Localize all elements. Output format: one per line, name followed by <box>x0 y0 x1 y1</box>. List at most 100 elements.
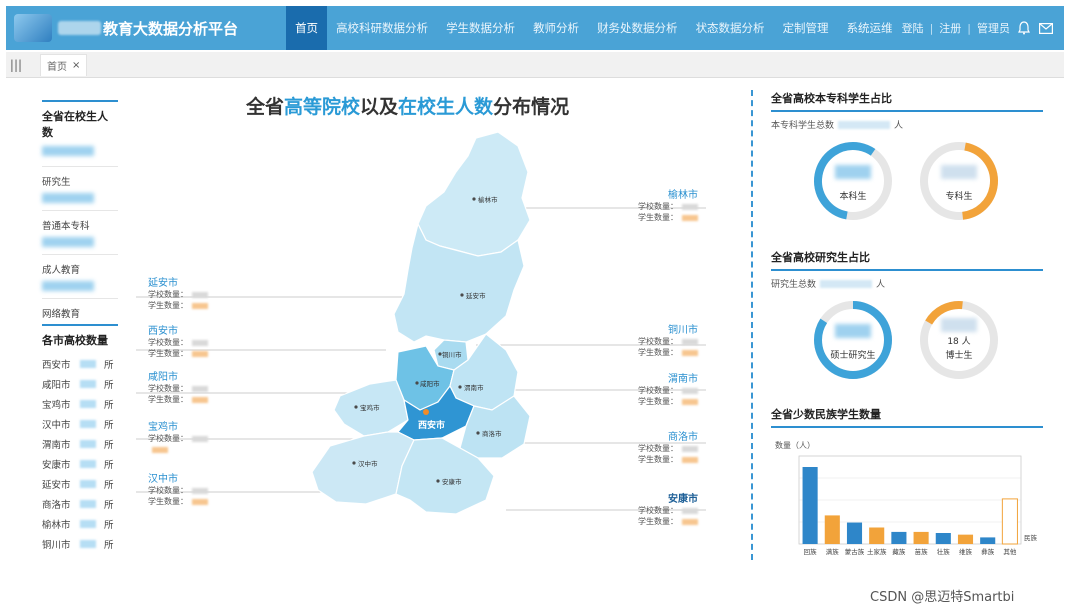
bar-维族 <box>957 534 974 544</box>
grad-ratio-title: 全省高校研究生占比 <box>771 249 1043 271</box>
callout-yanan: 延安市 学校数量： 学生数量： <box>148 278 208 311</box>
region-yanan <box>393 222 525 343</box>
donut-value-blurred <box>941 165 977 179</box>
callout-shangluo: 商洛市 学校数量： 学生数量： <box>638 432 698 464</box>
nav-home[interactable]: 首页 <box>286 6 328 50</box>
nav-research[interactable]: 高校科研数据分析 <box>336 21 429 35</box>
register-link[interactable]: 注册 <box>939 22 962 35</box>
nav-status[interactable]: 状态数据分析 <box>695 21 765 35</box>
donut-value-blurred <box>835 324 871 338</box>
x-tick-label: 回族 <box>804 547 818 556</box>
csdn-watermark: CSDN @思迈特Smartbi <box>870 590 1015 605</box>
x-tick-label: 苗族 <box>915 547 929 556</box>
metric-value <box>42 237 94 247</box>
x-tick-label: 蒙古族 <box>845 547 865 556</box>
metric-undergrad: 普通本专科 <box>42 210 118 254</box>
tab-home[interactable]: 首页 × <box>40 53 88 76</box>
close-icon[interactable]: × <box>72 59 81 71</box>
grad-donuts: 硕士研究生 18 人 博士生 <box>811 298 1043 382</box>
platform-logo <box>14 14 52 42</box>
bar-苗族 <box>913 531 929 544</box>
separator: | <box>967 21 971 35</box>
callout-yulin: 榆林市 学校数量： 学生数量： <box>638 190 698 222</box>
metric-label: 网络教育 <box>42 309 81 320</box>
region-label-xian: 西安市 <box>418 419 445 431</box>
region-label-yanan: 延安市 <box>466 291 486 300</box>
city-markers <box>352 197 480 483</box>
metric-adult: 成人教育 <box>42 254 118 298</box>
right-panel: 全省高校本专科学生占比 本专科学生总数人 本科生 <box>771 90 1043 563</box>
y-axis-label: 数量（人） <box>775 440 815 450</box>
x-tick-label: 维族 <box>959 547 973 556</box>
metric-label: 普通本专科 <box>42 221 90 232</box>
donut-label: 硕士研究生 <box>830 351 876 361</box>
province-map: 榆林市 延安市 铜川市 咸阳市 渭南市 宝鸡市 商洛市 汉中市 安康市 西安市 <box>136 131 706 515</box>
nav-teachers[interactable]: 教师分析 <box>533 21 580 35</box>
region-label-ankang: 安康市 <box>442 477 462 486</box>
metric-online: 网络教育 <box>42 298 118 324</box>
tab-label: 首页 <box>47 61 67 73</box>
callout-tongchuan: 铜川市 学校数量： 学生数量： <box>638 325 698 357</box>
main-nav: 首页 高校科研数据分析 学生数据分析 教师分析 财务处数据分析 状态数据分析 定… <box>286 6 902 50</box>
city-row: 延安市所 <box>42 480 114 491</box>
panel-divider <box>751 90 753 560</box>
region-yulin <box>417 131 531 257</box>
region-label-group: 榆林市 延安市 铜川市 咸阳市 渭南市 宝鸡市 商洛市 汉中市 安康市 <box>358 195 502 486</box>
total-students-value <box>42 146 94 156</box>
x-tick-label: 满族 <box>826 547 840 556</box>
donut-label: 专科生 <box>945 192 973 202</box>
donut-value-blurred <box>835 165 871 179</box>
xian-marker <box>423 409 429 415</box>
left-panel: 全省在校生人数 研究生 普通本专科 成人教育 网络教育 各市高校数量 西安市所 … <box>42 100 118 554</box>
donut-value-blurred <box>941 318 977 332</box>
x-tick-label: 藏族 <box>892 547 906 556</box>
donut-bachelor: 本科生 <box>811 139 895 223</box>
donut-master: 硕士研究生 <box>811 298 895 382</box>
phd-partial-value: 18 人 <box>947 337 971 347</box>
x-tick-label: 其他 <box>1003 547 1017 556</box>
plot-frame <box>798 455 1022 545</box>
login-link[interactable]: 登陆 <box>901 22 924 35</box>
nav-finance[interactable]: 财务处数据分析 <box>597 21 678 35</box>
nav-custom[interactable]: 定制管理 <box>782 21 829 35</box>
callout-weinan: 渭南市 学校数量： 学生数量： <box>638 374 698 406</box>
undergrad-total: 本专科学生总数人 <box>771 120 904 131</box>
donut-phd: 18 人 博士生 <box>917 298 1001 382</box>
mail-icon[interactable] <box>1038 20 1054 36</box>
city-row: 宝鸡市所 <box>42 400 114 411</box>
brand-prefix-blurred <box>57 21 102 35</box>
minority-title: 全省少数民族学生数量 <box>771 406 1043 428</box>
metric-value <box>42 281 94 291</box>
legend-label: 民族 <box>1024 533 1038 542</box>
city-row: 咸阳市所 <box>42 380 114 391</box>
metric-label: 成人教育 <box>42 265 81 276</box>
x-tick-label: 壮族 <box>937 547 951 556</box>
menu-toggle-icon[interactable]: ||| <box>9 57 23 72</box>
x-tick-label: 土家族 <box>867 547 887 556</box>
region-label-tongchuan: 铜川市 <box>442 350 462 359</box>
bar-其他 <box>1001 498 1018 545</box>
bell-icon[interactable] <box>1016 20 1032 36</box>
bar-彝族 <box>980 537 996 544</box>
bar-回族 <box>802 467 818 544</box>
dashboard-content: 全省在校生人数 研究生 普通本专科 成人教育 网络教育 各市高校数量 西安市所 … <box>6 80 1064 570</box>
city-row: 铜川市所 <box>42 540 114 551</box>
minority-bar-chart: 数量（人） 回族 满族 蒙古族 土家族 藏族 苗族 壮族 维族 彝族 其他 民族 <box>771 438 1043 563</box>
callout-hanzhong: 汉中市 学校数量： 学生数量： <box>148 474 208 507</box>
city-row: 商洛市所 <box>42 500 114 511</box>
bar-蒙古族 <box>846 522 863 544</box>
bar-满族 <box>824 515 840 544</box>
region-baoji <box>333 379 409 437</box>
nav-students[interactable]: 学生数据分析 <box>446 21 516 35</box>
admin-link[interactable]: 管理员 <box>977 22 1010 35</box>
callout-ankang: 安康市 学校数量： 学生数量： <box>638 494 698 526</box>
nav-ops[interactable]: 系统运维 <box>846 21 893 35</box>
city-school-list: 西安市所 咸阳市所 宝鸡市所 汉中市所 渭南市所 安康市所 延安市所 商洛市所 … <box>42 354 118 554</box>
total-students-title: 全省在校生人数 <box>42 100 118 140</box>
city-schools-title: 各市高校数量 <box>42 324 118 348</box>
donut-label: 本科生 <box>839 192 867 202</box>
map-regions <box>311 131 531 515</box>
region-label-weinan: 渭南市 <box>464 383 484 392</box>
